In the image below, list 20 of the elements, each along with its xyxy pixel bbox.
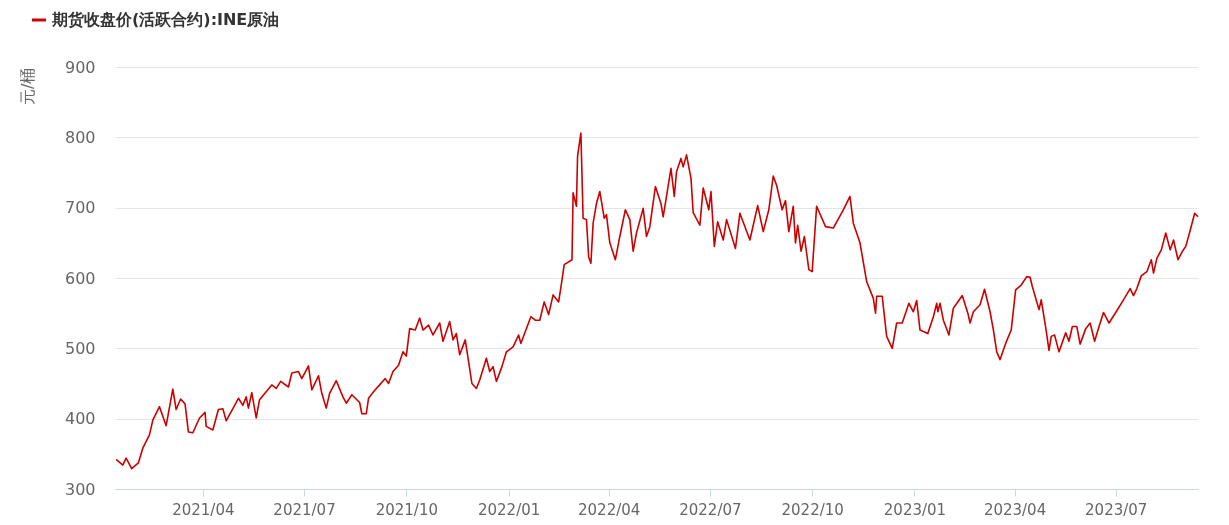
y-axis-title: 元/桶 bbox=[17, 67, 37, 105]
y-tick-label: 500 bbox=[64, 338, 96, 358]
x-tick-label: 2022/10 bbox=[781, 500, 844, 519]
x-tick-label: 2023/04 bbox=[983, 500, 1047, 519]
legend-label: 期货收盘价(活跃合约):INE原油 bbox=[51, 10, 280, 29]
x-tick-label: 2022/07 bbox=[679, 500, 742, 519]
x-tick-label: 2023/07 bbox=[1085, 500, 1148, 519]
line-series bbox=[115, 132, 1199, 470]
x-tick-label: 2023/01 bbox=[883, 500, 947, 519]
x-tick-label: 2022/01 bbox=[477, 500, 541, 519]
y-tick-label: 800 bbox=[64, 127, 96, 147]
x-tick-label: 2021/10 bbox=[375, 500, 438, 519]
y-tick-label: 900 bbox=[64, 57, 96, 77]
x-tick-label: 2021/04 bbox=[172, 500, 235, 519]
y-tick-label: 300 bbox=[64, 479, 96, 499]
x-tick-label: 2022/04 bbox=[578, 500, 641, 519]
y-tick-label: 600 bbox=[64, 268, 96, 288]
y-tick-label: 700 bbox=[64, 198, 96, 218]
y-tick-label: 400 bbox=[64, 409, 96, 429]
x-tick-label: 2021/07 bbox=[273, 500, 336, 519]
